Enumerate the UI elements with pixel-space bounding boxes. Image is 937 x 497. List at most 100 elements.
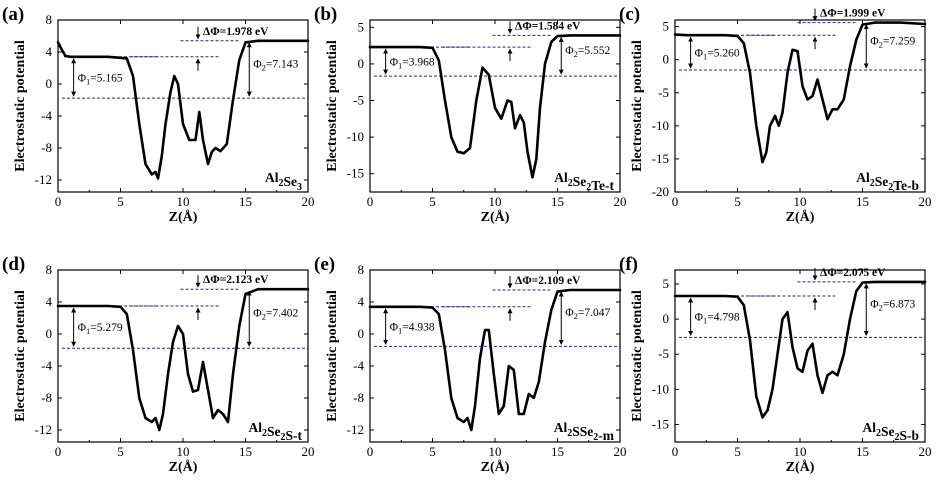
phi1-label: Φ1=5.260 (695, 48, 740, 62)
y-tick-label: 0 (663, 52, 670, 67)
delta-phi-label: ΔΦ=1.584 eV (515, 20, 581, 32)
y-tick-label: 8 (46, 12, 53, 27)
x-tick-label: 10 (794, 194, 807, 209)
y-tick-label: 5 (663, 276, 670, 291)
x-tick-label: 0 (55, 444, 62, 459)
potential-curve (56, 39, 310, 180)
panel-label: (d) (2, 254, 25, 275)
potential-curve (56, 287, 310, 432)
x-axis-title: Z(Å) (169, 209, 198, 225)
potential-curve (368, 34, 622, 179)
chart-panel-d: (d) 0 5 10 15 20 -12 -8 -4 0 4 8 Z(Å) Electrostatic p… (2, 254, 315, 475)
x-tick-label: 20 (919, 194, 932, 209)
y-tick-label: -15 (652, 151, 669, 166)
material-label: Al2Se2S-b (862, 420, 919, 443)
x-tick-label: 10 (177, 444, 190, 459)
plot-frame (369, 269, 621, 443)
panel-label: (f) (619, 254, 638, 275)
y-tick-label: -10 (652, 381, 669, 396)
phi2-label: Φ2=7.143 (253, 58, 298, 72)
x-tick-label: 20 (302, 194, 315, 209)
y-tick-label: 0 (358, 56, 365, 71)
x-tick-label: 20 (302, 444, 315, 459)
x-axis-title: Z(Å) (481, 209, 510, 225)
phi2-label: Φ2=5.552 (565, 45, 610, 59)
delta-phi-label: ΔΦ=2.123 eV (203, 274, 269, 286)
y-tick-label: 0 (46, 76, 53, 91)
x-tick-label: 0 (367, 444, 374, 459)
y-tick-label: -12 (35, 172, 52, 187)
y-tick-label: -8 (41, 140, 52, 155)
y-tick-label: 4 (358, 294, 365, 309)
y-tick-label: 8 (46, 262, 53, 277)
y-tick-label: -15 (347, 166, 364, 181)
phi2-label: Φ2=6.873 (870, 299, 915, 313)
x-tick-label: 5 (117, 194, 124, 209)
y-tick-label: -5 (353, 93, 364, 108)
y-tick-label: -10 (652, 118, 669, 133)
y-tick-label: -12 (35, 422, 52, 437)
material-label: Al2Se2S-t (248, 420, 302, 443)
panel-label: (b) (314, 4, 337, 25)
chart-panel-b: (b) 0 5 10 15 20 -15 -10 -5 0 5 Z(Å) Electrostatic p… (314, 4, 627, 225)
y-tick-label: -12 (347, 422, 364, 437)
chart-panel-e: (e) 0 5 10 15 20 -12 -8 -4 0 4 8 Z(Å) Electrostatic p… (314, 254, 627, 475)
delta-phi-label: ΔΦ=2.109 eV (515, 275, 581, 287)
delta-phi-label: ΔΦ=1.999 eV (820, 8, 886, 20)
x-tick-label: 20 (919, 444, 932, 459)
material-label: Al2SSe2-m (554, 420, 615, 443)
x-tick-label: 20 (614, 194, 627, 209)
phi2-label: Φ2=7.402 (253, 308, 298, 322)
delta-phi-label: ΔΦ=1.978 eV (203, 26, 269, 38)
phi1-label: Φ1=4.798 (695, 312, 740, 326)
y-axis-title: Electrostatic potential (13, 290, 28, 422)
phi1-label: Φ1=5.279 (78, 322, 123, 336)
x-tick-label: 15 (856, 444, 869, 459)
x-tick-label: 15 (551, 194, 564, 209)
x-tick-label: 5 (429, 444, 436, 459)
y-tick-label: 5 (663, 19, 670, 34)
y-tick-label: 5 (358, 19, 365, 34)
y-tick-label: -20 (652, 184, 669, 199)
x-tick-label: 0 (55, 194, 62, 209)
x-tick-label: 15 (551, 444, 564, 459)
y-tick-label: -8 (353, 390, 364, 405)
x-tick-label: 15 (856, 194, 869, 209)
x-tick-label: 5 (734, 194, 741, 209)
x-tick-label: 5 (429, 194, 436, 209)
x-tick-label: 15 (239, 194, 252, 209)
plot-frame (57, 19, 309, 193)
y-tick-label: 0 (46, 326, 53, 341)
panel-label: (e) (314, 254, 335, 275)
phi2-label: Φ2=7.259 (870, 35, 915, 49)
panel-label: (c) (619, 4, 640, 25)
chart-panel-f: (f) 0 5 10 15 20 -15 -10 -5 0 5 Z(Å) Electrostatic p… (619, 254, 932, 475)
y-tick-label: -4 (353, 358, 364, 373)
phi1-label: Φ1=3.968 (390, 57, 435, 71)
material-label: Al2Se3 (265, 170, 302, 193)
x-tick-label: 10 (489, 194, 502, 209)
plot-frame (57, 269, 309, 443)
x-tick-label: 10 (794, 444, 807, 459)
x-tick-label: 20 (614, 444, 627, 459)
y-tick-label: 0 (358, 326, 365, 341)
phi1-label: Φ1=4.938 (390, 322, 435, 336)
panels: (a) 0 5 10 15 20 -12 -8 -4 0 4 8 Z(Å) Electrostatic p… (2, 4, 932, 475)
y-tick-label: 4 (46, 294, 53, 309)
y-tick-label: -10 (347, 129, 364, 144)
x-tick-label: 5 (117, 444, 124, 459)
potential-curve (673, 280, 927, 419)
y-tick-label: -8 (41, 390, 52, 405)
y-tick-label: -5 (658, 85, 669, 100)
y-tick-label: 0 (663, 311, 670, 326)
x-tick-label: 0 (367, 194, 374, 209)
y-tick-label: 4 (46, 44, 53, 59)
x-tick-label: 0 (672, 444, 679, 459)
y-tick-label: -15 (652, 416, 669, 431)
y-axis-title: Electrostatic potential (325, 40, 340, 172)
y-axis-title: Electrostatic potential (13, 40, 28, 172)
y-axis-title: Electrostatic potential (325, 290, 340, 422)
x-axis-title: Z(Å) (169, 459, 198, 475)
x-axis-title: Z(Å) (786, 209, 815, 225)
